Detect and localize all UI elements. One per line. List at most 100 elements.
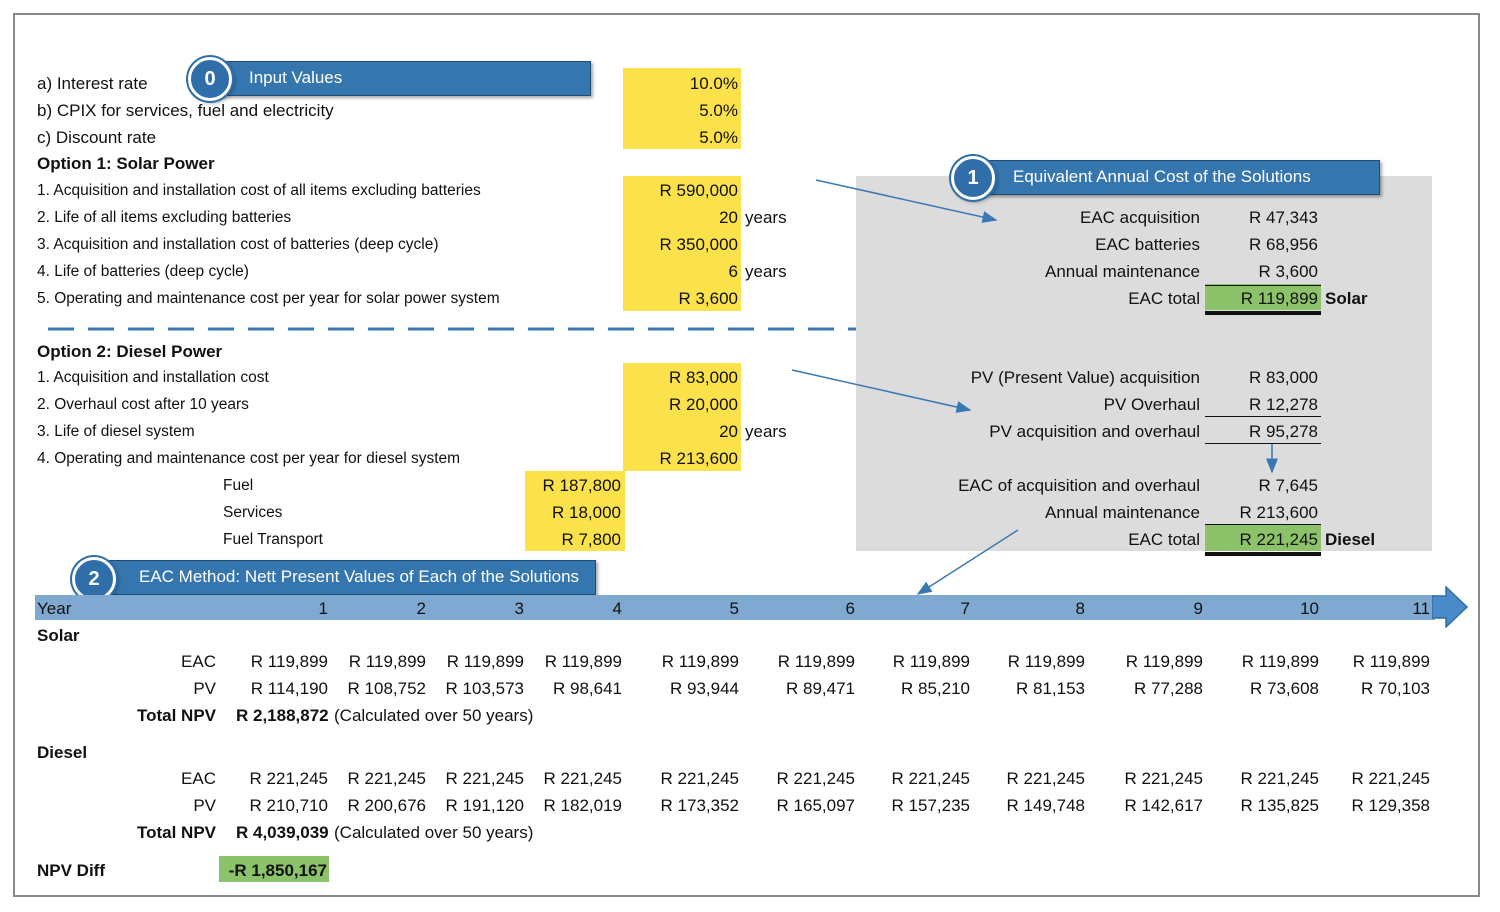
diesel-input-label: 4. Operating and maintenance cost per ye…: [37, 450, 461, 467]
eac-cell: R 119,899: [348, 652, 426, 671]
eac-solar-value: R 119,899: [1240, 289, 1318, 308]
pv-cell: R 173,352: [660, 796, 739, 815]
solar-input-label: 1. Acquisition and installation cost of …: [37, 182, 481, 199]
eac-total-tag: Solar: [1325, 289, 1368, 308]
solar-input-value: R 3,600: [678, 289, 738, 308]
banner-title: EAC Method: Nett Present Values of Each …: [139, 567, 580, 586]
pv-cell: R 157,235: [891, 796, 970, 815]
pv-cell: R 135,825: [1240, 796, 1319, 815]
eac-row-label: EAC: [181, 652, 216, 671]
solar-input-value: 20: [719, 208, 738, 227]
diesel-input-label: 2. Overhaul cost after 10 years: [37, 396, 249, 413]
pv-cell: R 70,103: [1361, 679, 1430, 698]
npv-diff-value: -R 1,850,167: [228, 861, 327, 880]
total-npv-label: Total NPV: [136, 823, 216, 842]
eac-diesel-value: R 12,278: [1249, 395, 1318, 414]
diesel-input-label: 1. Acquisition and installation cost: [37, 369, 269, 386]
eac-cell: R 221,245: [776, 769, 855, 788]
pv-cell: R 93,944: [670, 679, 739, 698]
cpix-value: 5.0%: [699, 101, 738, 120]
double-underline: [1205, 311, 1321, 315]
banner-title: Equivalent Annual Cost of the Solutions: [1013, 167, 1311, 186]
interest-rate-value: 10.0%: [689, 74, 738, 93]
diesel-subcost-value: R 7,800: [561, 530, 621, 549]
eac-solar-value: R 68,956: [1249, 235, 1318, 254]
eac-cell: R 221,245: [891, 769, 970, 788]
diesel-subcost-label: Fuel Transport: [223, 531, 323, 548]
eac-cell: R 221,245: [445, 769, 524, 788]
diesel-subcost-value: R 18,000: [552, 503, 621, 522]
pv-cell: R 200,676: [347, 796, 426, 815]
solar-inputs-fill: [623, 176, 741, 311]
pv-cell: R 191,120: [445, 796, 524, 815]
pv-cell: R 182,019: [543, 796, 622, 815]
eac-panel: [856, 176, 1432, 551]
year-number: 5: [729, 599, 739, 618]
year-number: 11: [1412, 599, 1430, 618]
year-number: 4: [612, 599, 622, 618]
pv-row-label: PV: [193, 679, 216, 698]
diesel-input-value: R 20,000: [669, 395, 738, 414]
input-rates-fill: [623, 68, 741, 149]
eac-diesel-label: PV acquisition and overhaul: [989, 422, 1200, 441]
eac-cell: R 119,899: [1125, 652, 1203, 671]
eac-cell: R 119,899: [446, 652, 524, 671]
pv-cell: R 77,288: [1134, 679, 1203, 698]
eac-diesel-label: Annual maintenance: [1044, 503, 1200, 522]
solar-input-value: 6: [728, 262, 738, 281]
solar-heading: Option 1: Solar Power: [37, 154, 215, 173]
eac-banner: Equivalent Annual Cost of the Solutions: [964, 160, 1380, 195]
solar-input-label: 4. Life of batteries (deep cycle): [37, 263, 249, 280]
document-frame: [13, 13, 1480, 897]
eac-diesel-label: PV (Present Value) acquisition: [970, 368, 1200, 387]
year-label: Year: [37, 599, 72, 618]
eac-solar-value: R 47,343: [1249, 208, 1318, 227]
underline: [1205, 285, 1321, 286]
calculation-note: (Calculated over 50 years): [334, 706, 534, 725]
year-number: 7: [960, 599, 970, 618]
eac-cell: R 221,245: [543, 769, 622, 788]
solar-input-value: R 350,000: [659, 235, 738, 254]
total-npv-label: Total NPV: [136, 706, 216, 725]
banner-title: Input Values: [249, 68, 343, 87]
unit-label: years: [745, 422, 787, 441]
eac-row-label: EAC: [181, 769, 216, 788]
npv-diff-fill: [219, 856, 329, 882]
eac-cell: R 221,245: [347, 769, 426, 788]
eac-diesel-label: PV Overhaul: [1103, 395, 1200, 414]
npv-diff-label: NPV Diff: [37, 861, 105, 880]
diesel-input-value: R 83,000: [669, 368, 738, 387]
unit-label: years: [745, 262, 787, 281]
eac-diesel-value: R 95,278: [1249, 422, 1318, 441]
year-bar: [35, 595, 1435, 620]
eac-cell: R 119,899: [661, 652, 739, 671]
pv-cell: R 129,358: [1351, 796, 1430, 815]
diesel-subcost-value: R 187,800: [542, 476, 621, 495]
solar-input-label: 5. Operating and maintenance cost per ye…: [37, 290, 500, 307]
eac-solar-label: EAC acquisition: [1079, 208, 1200, 227]
eac-total-fill: [1205, 525, 1321, 551]
eac-cell: R 221,245: [1351, 769, 1430, 788]
eac-cell: R 119,899: [777, 652, 855, 671]
eac-total-fill: [1205, 284, 1321, 310]
pv-cell: R 114,190: [250, 679, 328, 698]
year-number: 3: [514, 599, 524, 618]
eac-cell: R 119,899: [1007, 652, 1085, 671]
step-badge-1: 1: [951, 156, 995, 200]
pv-cell: R 108,752: [347, 679, 426, 698]
year-number: 8: [1075, 599, 1085, 618]
pv-cell: R 73,608: [1250, 679, 1319, 698]
year-number: 10: [1300, 599, 1319, 618]
pv-row-label: PV: [193, 796, 216, 815]
solar-input-label: 3. Acquisition and installation cost of …: [37, 236, 439, 253]
eac-solar-value: R 3,600: [1258, 262, 1318, 281]
diesel-input-value: R 213,600: [659, 449, 738, 468]
solar-input-label: 2. Life of all items excluding batteries: [37, 209, 292, 226]
eac-solar-label: EAC batteries: [1095, 235, 1200, 254]
pv-cell: R 165,097: [776, 796, 855, 815]
eac-diesel-value: R 83,000: [1249, 368, 1318, 387]
eac-diesel-value: R 221,245: [1239, 530, 1318, 549]
pv-cell: R 98,641: [553, 679, 622, 698]
eac-solar-label: EAC total: [1128, 289, 1200, 308]
eac-cell: R 119,899: [250, 652, 328, 671]
